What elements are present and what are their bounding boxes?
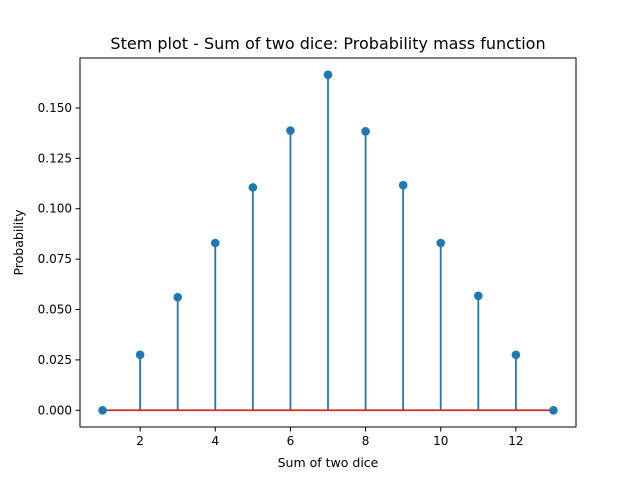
stem-marker — [248, 183, 258, 192]
plot-layer — [98, 70, 558, 415]
y-axis-ticks: 0.000 0.025 0.050 0.075 0.100 0.125 0.150 — [38, 101, 80, 417]
x-axis-label: Sum of two dice — [278, 455, 379, 470]
plot-frame — [79, 57, 577, 428]
y-tick-label: 0.150 — [38, 101, 72, 115]
stem-marker — [98, 405, 107, 415]
y-tick-label: 0.075 — [38, 252, 72, 266]
y-tick-label: 0.125 — [38, 151, 72, 165]
stem-marker — [361, 127, 370, 136]
y-tick-label: 0.025 — [38, 353, 72, 367]
x-tick-label: 10 — [433, 434, 448, 448]
chart-title: Stem plot - Sum of two dice: Probability… — [110, 34, 545, 53]
stem-marker — [323, 70, 333, 80]
stem-marker — [286, 126, 295, 135]
stem-marker — [398, 180, 408, 190]
stem-marker — [436, 238, 446, 248]
y-tick-label: 0.050 — [38, 303, 72, 317]
x-tick-label: 8 — [362, 434, 370, 448]
x-tick-label: 2 — [136, 434, 144, 448]
x-tick-label: 12 — [508, 434, 523, 448]
y-axis-label: Probability — [11, 209, 26, 276]
x-tick-label: 6 — [287, 434, 295, 448]
stem-marker — [135, 350, 145, 360]
stem-marker — [173, 292, 182, 302]
stem-marker — [210, 238, 220, 248]
y-tick-label: 0.100 — [38, 202, 72, 216]
stem-marker — [511, 350, 521, 360]
stem-marker — [549, 405, 558, 415]
x-tick-label: 4 — [211, 434, 219, 448]
x-axis-ticks: 2 4 6 8 10 12 — [136, 427, 524, 448]
stem-marker — [474, 291, 483, 301]
y-tick-label: 0.000 — [38, 403, 72, 417]
